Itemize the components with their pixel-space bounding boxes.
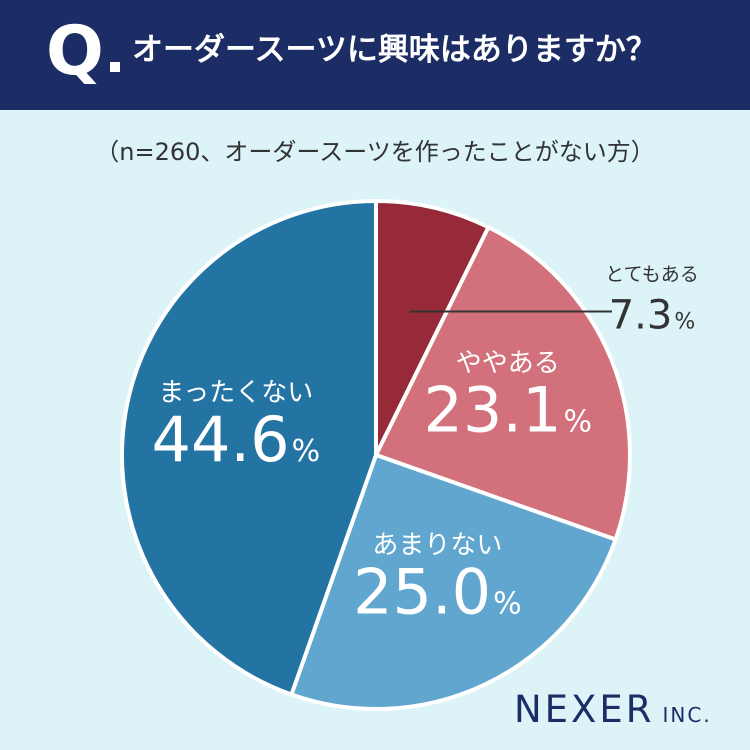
logo-suffix: INC.: [662, 703, 712, 727]
pie-slice-3: [289, 453, 618, 711]
logo-wordmark: NEXER: [514, 688, 655, 731]
chart-subtitle: （n=260、オーダースーツを作ったことがない方）: [95, 138, 655, 166]
slice-category-label: まったくない: [158, 378, 313, 408]
q-mark: Q: [46, 12, 104, 91]
slice-category-label: ややある: [456, 348, 560, 378]
question-title: オーダースーツに興味はありますか？: [132, 32, 657, 68]
pie-slice-2: [374, 225, 632, 542]
nexer-logo: NEXER INC.: [514, 688, 712, 731]
slice-value-label: 23.1%: [423, 373, 592, 446]
slice-value-label: 25.0%: [353, 555, 522, 628]
slice-label-1: とてもある 7.3%: [605, 264, 698, 339]
q-dot: [110, 62, 120, 72]
slice-category-label: とてもある: [605, 264, 698, 286]
slice-value-label: 44.6%: [152, 403, 321, 476]
slice-value-label: 7.3%: [609, 293, 696, 339]
pie-slice-4: [120, 199, 378, 697]
slice-category-label: あまりない: [372, 530, 502, 560]
pie-slice-1: [374, 199, 491, 457]
question-header: Q オーダースーツに興味はありますか？: [0, 0, 750, 110]
